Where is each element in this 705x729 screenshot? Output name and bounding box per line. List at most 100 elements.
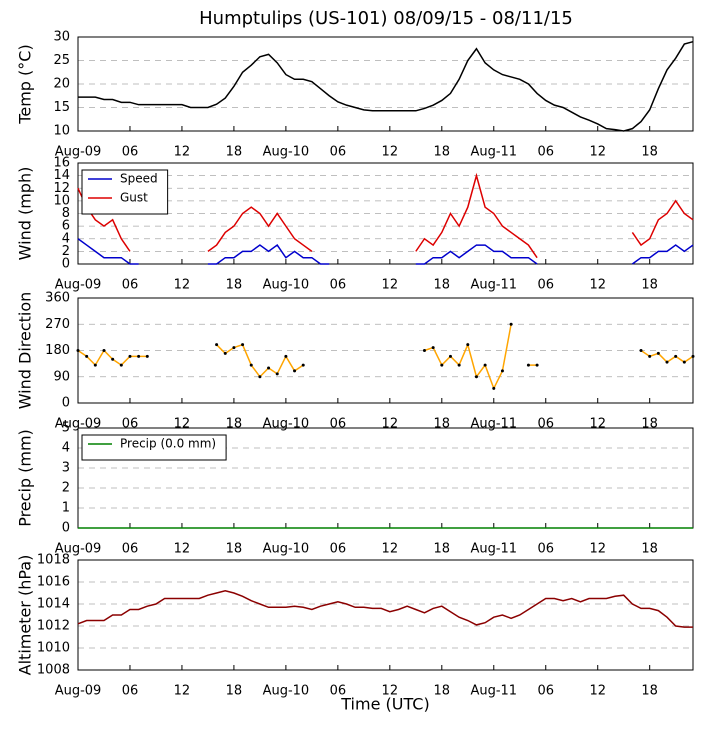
x-tick-label: 06	[537, 542, 554, 557]
y-tick-label: 10	[53, 193, 70, 208]
data-point	[301, 363, 305, 367]
x-tick-label: 12	[382, 278, 399, 293]
data-point	[422, 349, 426, 352]
x-tick-label: 12	[174, 145, 191, 160]
plot-frame	[77, 162, 694, 265]
y-axis-label: Temp (°C)	[16, 44, 35, 124]
data-point	[509, 322, 513, 326]
x-tick-label: 12	[382, 542, 399, 557]
x-tick-label: 12	[589, 542, 606, 557]
x-tick-label: 12	[382, 145, 399, 160]
data-point	[448, 354, 452, 358]
x-tick-label: 18	[434, 542, 451, 557]
legend: Speed Gust	[81, 169, 169, 215]
data-line	[77, 590, 693, 628]
y-tick-label: 8	[62, 206, 70, 221]
x-tick-label: Aug-10	[263, 278, 310, 293]
data-point	[102, 349, 106, 352]
x-tick-label: 18	[434, 278, 451, 293]
x-tick-label: Aug-09	[55, 278, 102, 293]
y-tick-label: 360	[45, 291, 70, 306]
y-tick-label: 20	[53, 77, 70, 92]
data-point	[665, 360, 669, 364]
y-tick-label: 10	[53, 124, 70, 139]
x-tick-label: Aug-11	[470, 542, 517, 557]
y-tick-label: 1010	[37, 641, 70, 656]
y-tick-label: 30	[53, 30, 70, 45]
data-point	[258, 375, 262, 379]
legend-box	[81, 169, 169, 215]
x-tick-label: Aug-10	[263, 684, 310, 699]
y-tick-label: 2	[62, 481, 70, 496]
x-tick-label: 18	[226, 145, 243, 160]
y-tick-label: 3	[62, 461, 70, 476]
data-line	[77, 238, 694, 265]
legend-box	[81, 434, 227, 461]
data-point	[93, 363, 97, 367]
data-point	[223, 351, 227, 355]
legend-label: Gust	[120, 191, 148, 205]
data-point	[431, 346, 435, 350]
x-tick-label: 12	[382, 417, 399, 432]
y-axis-label: Precip (mm)	[16, 429, 35, 527]
x-tick-label: 06	[537, 417, 554, 432]
data-line	[77, 172, 694, 259]
x-tick-label: 18	[434, 684, 451, 699]
x-tick-label: 06	[330, 684, 347, 699]
x-tick-label: Aug-11	[470, 145, 517, 160]
x-tick-label: 18	[226, 278, 243, 293]
x-tick-label: 06	[122, 684, 139, 699]
legend: Precip (0.0 mm)	[81, 434, 227, 461]
data-point	[526, 363, 530, 367]
data-point	[492, 386, 496, 390]
x-tick-label: 12	[589, 684, 606, 699]
data-line	[78, 40, 694, 132]
data-point	[85, 354, 89, 358]
plot-frame	[77, 559, 694, 671]
x-tick-label: 12	[589, 417, 606, 432]
x-tick-label: 18	[434, 145, 451, 160]
y-tick-label: 1014	[37, 597, 70, 612]
y-tick-label: 4	[62, 231, 70, 246]
data-point	[232, 346, 236, 350]
data-point	[639, 349, 643, 352]
y-tick-label: 1018	[37, 553, 70, 568]
x-tick-label: 18	[226, 417, 243, 432]
x-tick-label: 12	[174, 417, 191, 432]
data-point	[648, 354, 652, 358]
data-point	[474, 375, 478, 379]
data-point	[535, 363, 539, 367]
x-tick-label: 06	[122, 278, 139, 293]
data-point	[656, 351, 660, 355]
x-tick-label: 06	[122, 542, 139, 557]
x-tick-label: 06	[537, 145, 554, 160]
x-tick-label: 06	[330, 145, 347, 160]
y-tick-label: 0	[62, 521, 70, 536]
x-tick-label: 06	[122, 417, 139, 432]
x-tick-label: Aug-09	[55, 542, 102, 557]
y-axis-label: Wind Direction	[16, 292, 35, 410]
x-tick-label: 06	[330, 278, 347, 293]
x-tick-label: Aug-10	[263, 417, 310, 432]
data-point	[284, 354, 288, 358]
data-point	[119, 363, 123, 367]
data-point	[249, 363, 253, 367]
y-tick-label: 0	[62, 257, 70, 272]
data-point	[293, 369, 297, 373]
x-tick-label: Aug-11	[470, 684, 517, 699]
data-point	[128, 354, 132, 358]
data-point	[215, 343, 219, 347]
data-point	[145, 354, 149, 358]
x-tick-label: 06	[330, 542, 347, 557]
x-tick-label: Aug-11	[470, 417, 517, 432]
y-axis-label: Wind (mph)	[16, 167, 35, 261]
y-axis-label: Altimeter (hPa)	[16, 555, 35, 676]
y-tick-label: 1012	[37, 619, 70, 634]
x-tick-label: 18	[641, 417, 658, 432]
y-tick-label: 14	[53, 168, 70, 183]
x-tick-label: 06	[537, 684, 554, 699]
y-tick-label: 6	[62, 219, 70, 234]
x-tick-label: 18	[641, 145, 658, 160]
data-point	[275, 372, 279, 376]
